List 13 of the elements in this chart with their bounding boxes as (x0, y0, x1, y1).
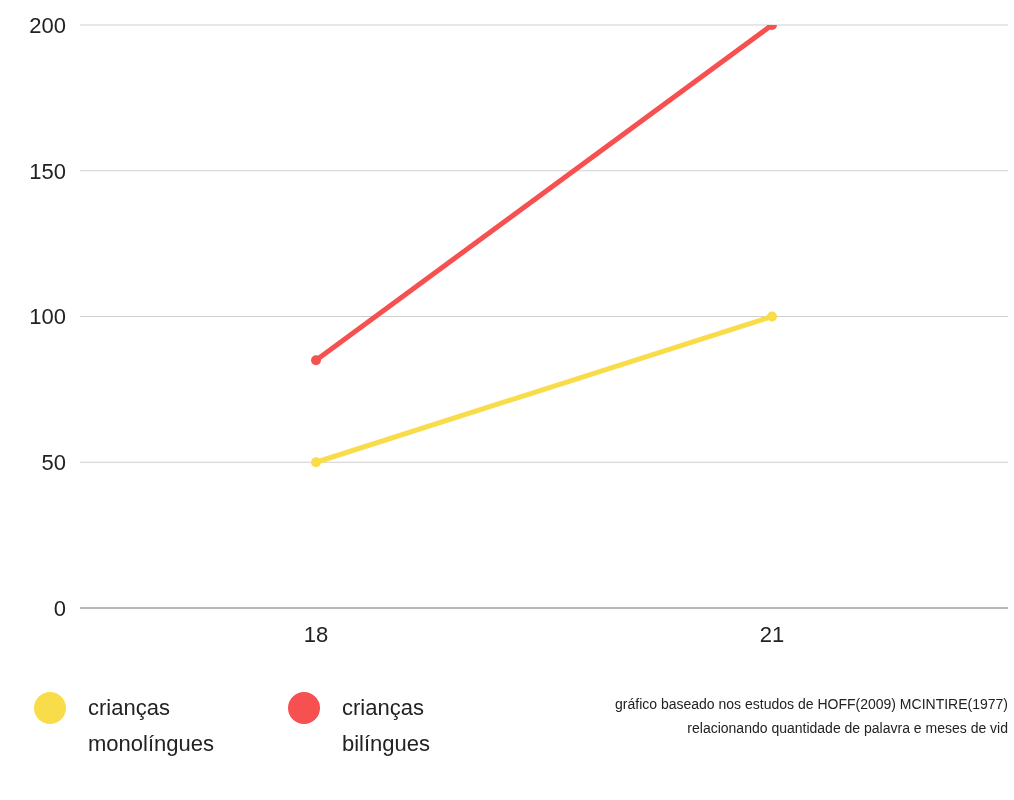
legend-label: crianças bilíngues (342, 694, 432, 758)
x-tick-label: 21 (759, 621, 785, 647)
y-tick-label: 100 (29, 304, 66, 330)
text: gráfico baseado nos estudos de HOFF(2009) MCINTIRE(1977) relacionando quantidade de palavra e meses de vid (614, 695, 1008, 738)
y-tick-label: 150 (29, 158, 66, 184)
point (767, 311, 777, 322)
point (311, 355, 321, 366)
legend-label: crianças monolíngues (88, 694, 215, 758)
y-tick-label: 50 (41, 450, 66, 476)
y-tick-label: 0 (53, 595, 66, 621)
point (311, 457, 321, 468)
x-tick-label: 18 (303, 621, 329, 647)
y-tick-label: 200 (29, 12, 66, 38)
